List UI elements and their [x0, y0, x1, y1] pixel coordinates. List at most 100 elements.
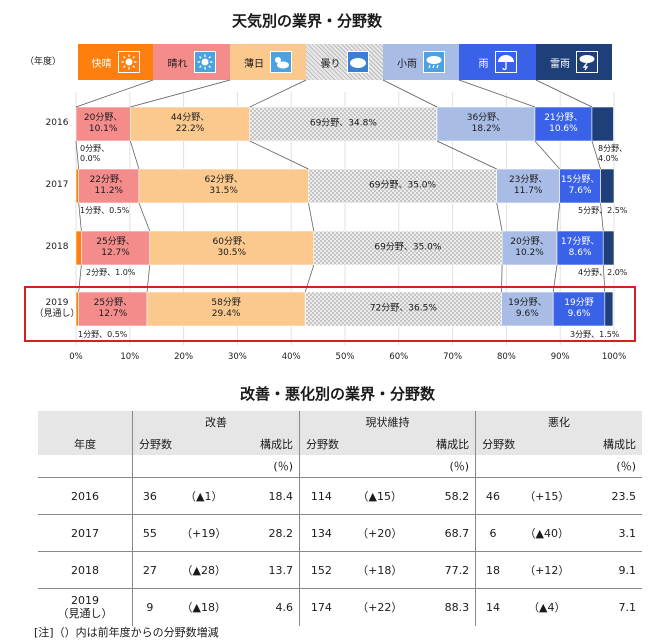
x-tick-label: 50%	[335, 352, 355, 362]
table-title: 改善・悪化別の業界・分野数	[240, 385, 436, 403]
legend-label: 薄日	[244, 58, 264, 70]
data-label: 69分野、35.0%	[369, 180, 437, 191]
data-label: 15分野、 7.6%	[560, 175, 600, 196]
bar-segment	[501, 291, 554, 327]
count-cell: 14	[475, 588, 510, 626]
delta-cell: （▲18）	[166, 588, 241, 626]
note-left-label: 1分野、0.5%	[80, 206, 130, 215]
note-left-label: 0分野、 0.0%	[80, 144, 110, 163]
connector-line	[75, 140, 80, 170]
sun-icon	[193, 51, 216, 73]
table-year: 2017	[38, 514, 133, 552]
delta-cell: （+22）	[342, 588, 417, 626]
data-label: 19分野 9.6%	[564, 298, 594, 319]
delta-cell: （+18）	[342, 551, 417, 589]
legend-label: 晴れ	[167, 58, 188, 70]
legend-label: 曇り	[320, 58, 341, 70]
unit-label-worsen: (％)	[616, 460, 636, 473]
x-tick-label: 60%	[389, 352, 409, 362]
legend-item: 曇り	[306, 44, 383, 80]
connector-line	[436, 140, 497, 170]
bar-segment	[81, 230, 151, 266]
connector-line	[382, 79, 438, 108]
x-tick-label: 10%	[120, 352, 140, 362]
ratio-cell: 7.1	[583, 588, 642, 626]
count-cell: 152	[299, 551, 343, 589]
unit-row: (％) (％) (％)	[38, 455, 642, 478]
count-cell: 18	[475, 551, 510, 589]
connector-line	[249, 140, 309, 170]
light-rain-icon	[423, 51, 445, 73]
legend-item: 晴れ	[153, 44, 230, 80]
ratio-cell: 4.6	[240, 588, 300, 626]
highlight-2019-frame	[24, 286, 636, 342]
note-right-label: 4分野、2.0%	[578, 268, 628, 277]
count-cell: 9	[131, 588, 167, 626]
count-cell: 27	[131, 551, 167, 589]
ratio-cell: 18.4	[240, 477, 300, 515]
data-label: 19分野、 9.6%	[508, 298, 547, 319]
group-header-maintain: 現状維持	[299, 411, 476, 433]
umbrella-icon	[494, 51, 517, 73]
sub-header-count-worsen: 分野数	[475, 433, 584, 455]
ratio-cell: 23.5	[583, 477, 642, 515]
connector-line	[75, 79, 154, 108]
x-tick-label: 80%	[496, 352, 516, 362]
ratio-cell: 28.2	[240, 514, 300, 552]
bar-segment	[146, 291, 306, 327]
connector-line	[535, 79, 593, 108]
cloud-icon	[346, 51, 369, 73]
data-label: 25分野、 12.7%	[93, 298, 133, 319]
bar-segment	[591, 106, 614, 142]
connector-line	[534, 140, 560, 170]
connector-line	[308, 202, 315, 232]
ratio-cell: 58.2	[416, 477, 476, 515]
delta-cell: （▲40）	[509, 514, 584, 552]
data-label: 20分野、 10.2%	[510, 237, 549, 258]
bar-segment	[130, 106, 251, 142]
table-year: 2019 （見通し）	[38, 588, 133, 626]
year-label: 2019 （見通し）	[34, 298, 80, 319]
bar-segment	[534, 106, 593, 142]
note-right-label: 8分野、 4.0%	[598, 144, 628, 163]
unit-label-improve: (％)	[273, 460, 294, 473]
delta-cell: （▲4）	[509, 588, 584, 626]
data-label: 25分野、 12.7%	[96, 237, 135, 258]
data-label: 20分野、 10.1%	[83, 113, 123, 134]
ratio-cell: 77.2	[416, 551, 476, 589]
table-row: 2019 （見通し） 9 （▲18） 4.6 174 （+22） 88.3 14 （▲4） 7.1	[38, 588, 642, 626]
delta-cell: （▲28）	[166, 551, 241, 589]
count-cell: 6	[475, 514, 510, 552]
unit-label-maintain: (％)	[449, 460, 470, 473]
data-label: 17分野、 8.6%	[560, 237, 600, 258]
thunderstorm-icon	[576, 51, 598, 73]
x-tick-label: 90%	[550, 352, 570, 362]
data-label: 44分野、 22.2%	[170, 113, 210, 134]
year-label: 2018	[45, 242, 69, 252]
count-cell: 134	[299, 514, 343, 552]
count-cell: 114	[299, 477, 343, 515]
data-label: 69分野、34.8%	[309, 118, 377, 129]
count-cell: 46	[475, 477, 510, 515]
count-cell: 174	[299, 588, 343, 626]
x-tick-label: 0%	[69, 352, 83, 362]
data-label: 72分野、36.5%	[369, 303, 437, 314]
sub-header-ratio-improve: 構成比	[240, 433, 300, 455]
count-cell: 36	[131, 477, 167, 515]
bar-segment	[75, 106, 131, 142]
connector-line	[591, 140, 601, 170]
x-tick-label: 30%	[227, 352, 247, 362]
connector-line	[249, 79, 307, 108]
table-group-header-row: 改善 現状維持 悪化	[38, 411, 642, 433]
group-header-improve: 改善	[131, 411, 300, 433]
sub-header-ratio-maintain: 構成比	[416, 433, 476, 455]
note-right-label: 5分野、2.5%	[578, 206, 628, 215]
year-axis-header: （年度）	[24, 57, 61, 67]
legend-item: 雷雨	[536, 44, 612, 80]
x-tick-label: 100%	[601, 352, 627, 362]
legend-label: 雨	[478, 58, 489, 70]
bar-segment	[600, 168, 615, 204]
sub-header-count-maintain: 分野数	[299, 433, 417, 455]
year-label: 2017	[45, 180, 69, 190]
connector-line	[78, 202, 82, 232]
